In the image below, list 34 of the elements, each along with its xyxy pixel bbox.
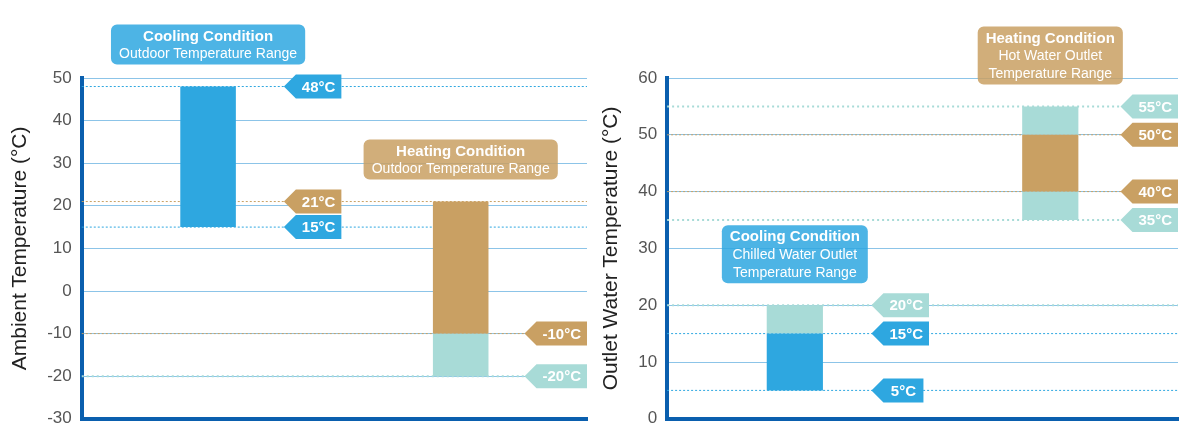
ref-line-label: 40°C [1138,182,1173,200]
y-tick-label: 20 [638,294,658,314]
y-tick-label: 40 [52,110,72,130]
y-tick-label: -30 [47,408,72,428]
y-tick-label: 40 [638,181,658,201]
y-tick-label: 10 [638,351,658,371]
ref-line-label: 5°C [890,381,917,399]
annotation: Heating Condition Hot Water Outlet Temperature Range [985,28,1115,82]
y-tick-label: 50 [638,124,658,144]
ref-line-label: 50°C [1138,125,1173,143]
annotation: Cooling Condition Chilled Water Outlet Temperature Range [729,227,860,281]
ref-line-label: 35°C [1138,211,1173,229]
y-tick-label: 10 [52,238,72,258]
y-tick-label: -10 [47,323,72,343]
ref-line-label: 55°C [1138,97,1173,115]
ref-line-label: 15°C [301,218,336,236]
y-tick-label: 0 [62,280,72,300]
y-tick-label: -20 [47,365,72,385]
ref-line-label: -10°C [542,324,582,342]
ref-line-label: 15°C [889,324,924,342]
y-axis-title: Outlet Water Temperature (°C) [598,106,622,391]
y-tick-label: 50 [52,67,72,87]
y-tick-label: 30 [638,238,658,258]
y-axis-title: Ambient Temperature (°C) [7,126,31,371]
text: Cooling Condition Outdoor Temperature Range [119,26,298,62]
y-tick-label: 60 [638,67,658,87]
ref-line-label: 21°C [301,192,336,210]
annotation: Heating Condition Outdoor Temperature Range [371,141,550,177]
y-tick-label: 30 [52,152,72,172]
y-tick-label: 0 [647,408,658,428]
ref-line-label: 48°C [301,77,336,95]
y-tick-label: 20 [52,195,72,215]
ref-line-label: 20°C [889,296,924,314]
ref-line-label: -20°C [542,367,582,385]
